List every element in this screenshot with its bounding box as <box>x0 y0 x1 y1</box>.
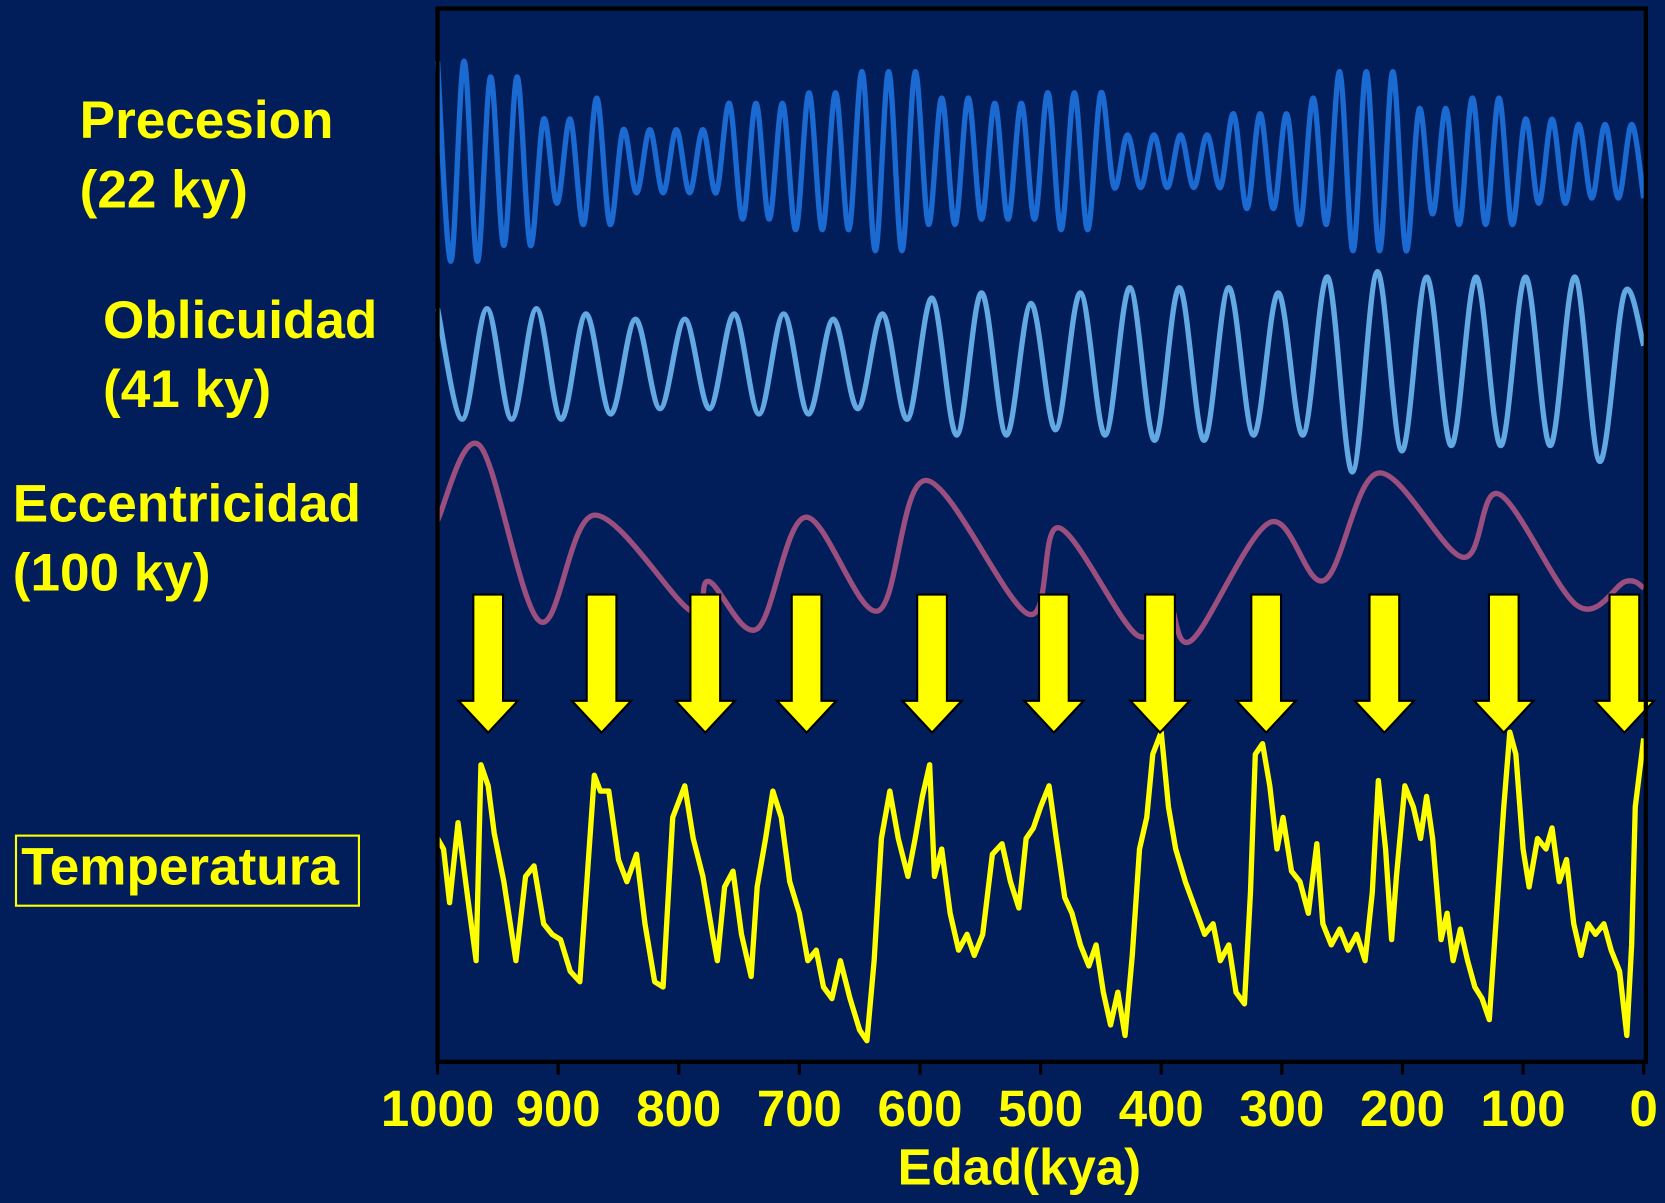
series-period: (22 ky) <box>80 160 248 219</box>
series-line <box>435 729 1647 1044</box>
x-tick-label: 900 <box>516 1080 601 1137</box>
series-line <box>434 269 1647 475</box>
arrow <box>1592 593 1657 735</box>
legend-box <box>14 834 361 907</box>
x-tick-label: 400 <box>1119 1080 1204 1137</box>
arrow <box>456 593 521 735</box>
series-period: (100 ky) <box>13 544 211 603</box>
series-label: Temperatura <box>21 838 339 897</box>
x-tick-label: 200 <box>1360 1080 1445 1137</box>
series-label: Eccentricidad <box>13 475 361 534</box>
arrow <box>1233 593 1299 735</box>
series-label: Oblicuidad <box>103 291 377 350</box>
arrow <box>1127 593 1193 735</box>
series-line <box>434 58 1647 264</box>
x-tick-label: 500 <box>998 1080 1083 1137</box>
series-period: (41 ky) <box>103 360 271 419</box>
x-tick-label: 1000 <box>381 1080 494 1137</box>
plot-frame <box>435 6 1648 1064</box>
x-tick-label: 700 <box>757 1080 842 1137</box>
x-tick-label: 0 <box>1630 1080 1658 1137</box>
arrow <box>1352 593 1417 735</box>
x-tick-label: 600 <box>877 1080 962 1137</box>
series-line <box>435 440 1646 646</box>
arrow <box>1021 593 1087 735</box>
x-axis-label: Edad(kya) <box>898 1139 1142 1196</box>
arrow <box>569 593 634 735</box>
arrow <box>1471 593 1536 735</box>
x-tick-label: 800 <box>636 1080 721 1137</box>
x-tick-label: 300 <box>1239 1080 1324 1137</box>
arrow <box>899 593 965 735</box>
arrow <box>774 593 839 735</box>
x-tick-label: 100 <box>1481 1080 1566 1137</box>
series-label: Precesion <box>80 91 334 150</box>
arrow <box>673 593 738 735</box>
